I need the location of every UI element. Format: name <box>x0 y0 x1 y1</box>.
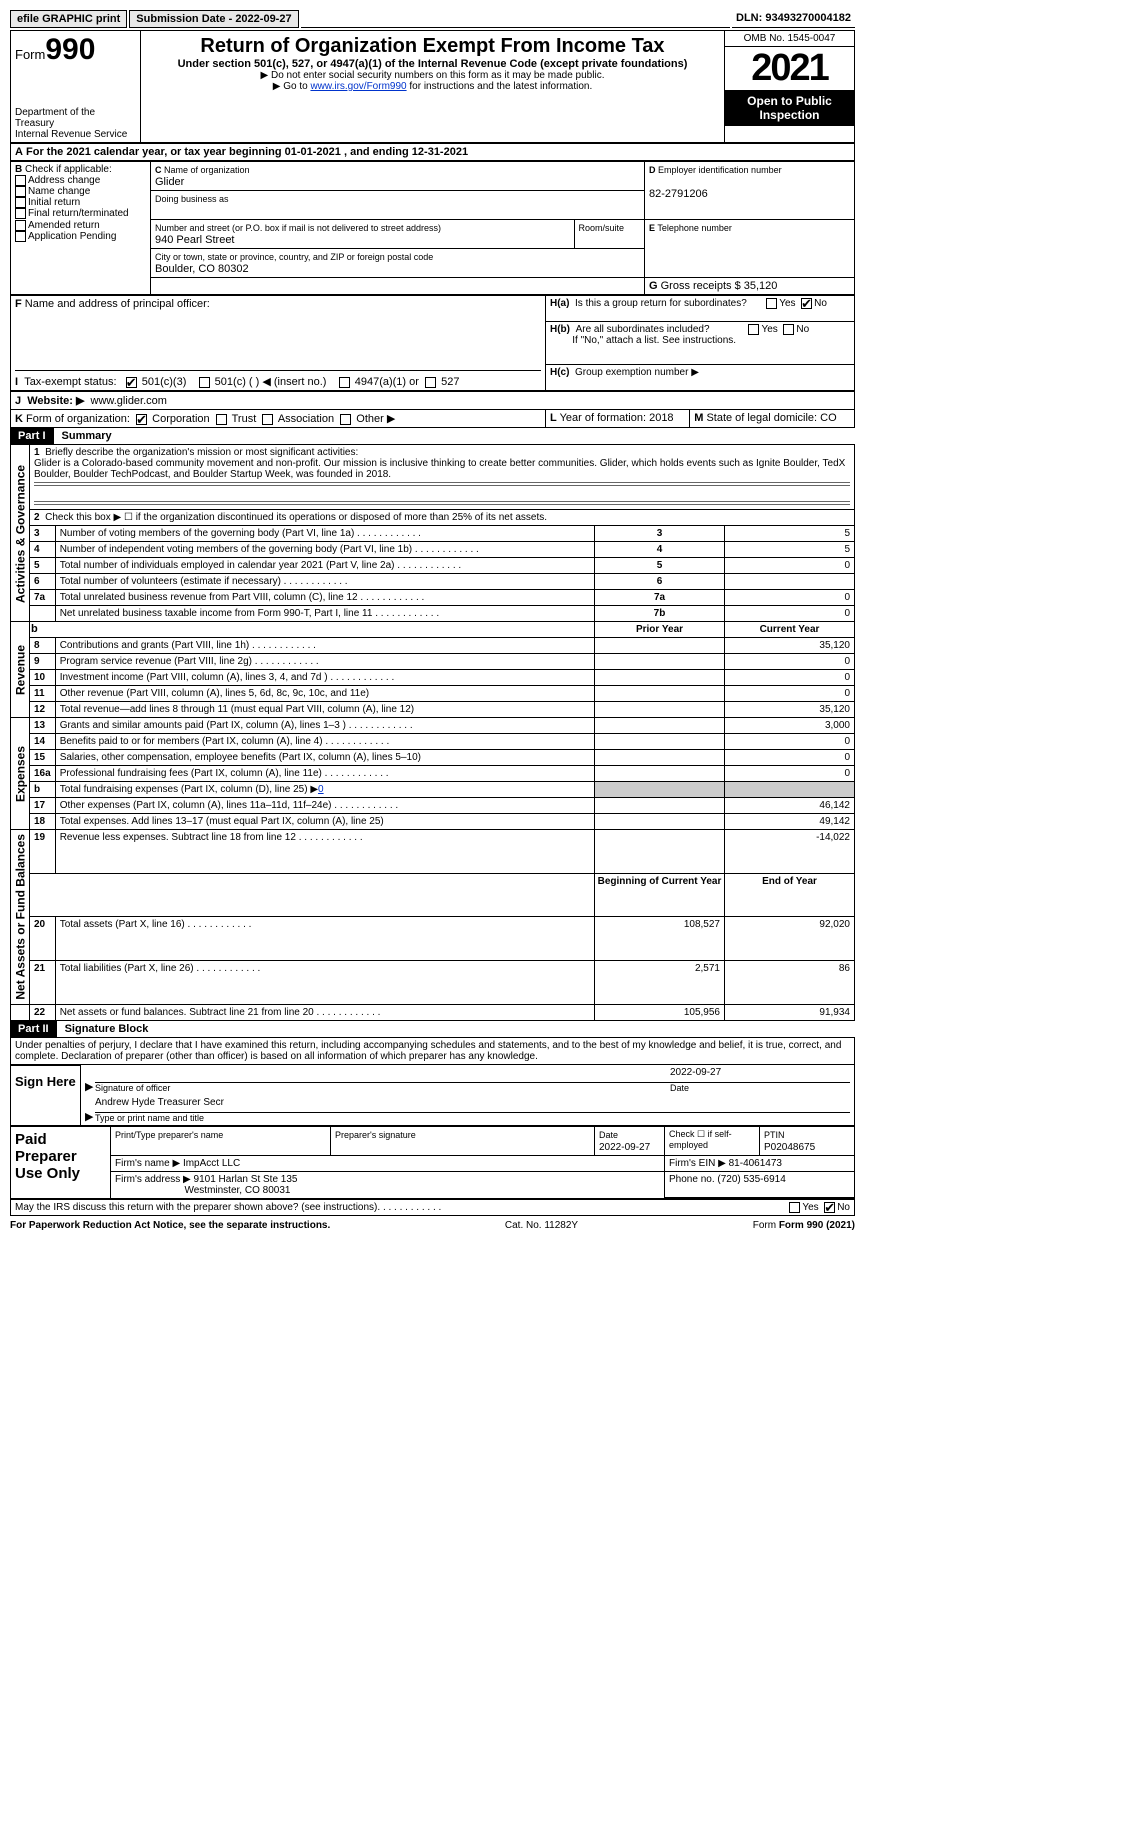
line-2: 2 Check this box ▶ ☐ if the organization… <box>30 510 855 526</box>
section-d: D Employer identification number 82-2791… <box>645 162 855 220</box>
fh-table: F Name and address of principal officer:… <box>10 295 855 391</box>
header-table: Form990 Department of the Treasury Inter… <box>10 30 855 143</box>
section-c-addr: Number and street (or P.O. box if mail i… <box>151 220 645 278</box>
section-hb: H(b) Are all subordinates included? Yes … <box>546 321 855 364</box>
amended-check[interactable] <box>15 220 26 231</box>
section-c-dba: Doing business as <box>151 191 645 220</box>
final-return-check[interactable] <box>15 208 26 219</box>
trust-check[interactable] <box>216 414 227 425</box>
jklm-table: J Website: ▶ www.glider.com K Form of or… <box>10 391 855 428</box>
omb-number: OMB No. 1545-0047 <box>725 31 854 47</box>
dept-label: Department of the Treasury Internal Reve… <box>15 107 136 140</box>
may-irs-discuss: May the IRS discuss this return with the… <box>10 1199 855 1216</box>
tax-year: 2021 <box>725 47 854 90</box>
section-ha: H(a) Is this a group return for subordin… <box>546 296 855 322</box>
paid-preparer-label: Paid Preparer Use Only <box>11 1127 111 1199</box>
public-inspection: Open to Public Inspection <box>725 90 854 126</box>
section-k: K Form of organization: Corporation Trus… <box>11 410 546 428</box>
prep-sig-label: Preparer's signature <box>335 1130 416 1140</box>
sig-name-label: Type or print name and title <box>95 1113 850 1123</box>
prep-name-label: Print/Type preparer's name <box>115 1130 223 1140</box>
section-c-name: C Name of organization Glider <box>151 162 645 191</box>
part2-header: Part IISignature Block <box>10 1021 855 1037</box>
form-note1: ▶ Do not enter social security numbers o… <box>149 70 716 81</box>
dln-label: DLN: 93493270004182 <box>732 10 855 28</box>
ha-no[interactable] <box>801 298 812 309</box>
sig-officer-label: Signature of officer <box>95 1083 670 1093</box>
col-begin: Beginning of Current Year <box>595 873 725 917</box>
501c-check[interactable] <box>199 377 210 388</box>
summary-table: Activities & Governance 1 Briefly descri… <box>10 444 855 1021</box>
col-current: Current Year <box>725 622 855 638</box>
sidebar-revenue: Revenue <box>11 622 30 718</box>
topbar-spacer <box>301 10 730 28</box>
irs-link[interactable]: www.irs.gov/Form990 <box>310 81 406 92</box>
form-footer: Form Form 990 (2021) <box>753 1220 855 1231</box>
assoc-check[interactable] <box>262 414 273 425</box>
line-1: 1 Briefly describe the organization's mi… <box>30 445 855 510</box>
other-check[interactable] <box>340 414 351 425</box>
section-m: M State of legal domicile: CO <box>690 410 855 428</box>
entity-info-table: B Check if applicable: Address change Na… <box>10 161 855 295</box>
section-hc: H(c) Group exemption number ▶ <box>546 365 855 391</box>
paperwork-notice: For Paperwork Reduction Act Notice, see … <box>10 1220 330 1231</box>
col-end: End of Year <box>725 873 855 917</box>
section-l: L Year of formation: 2018 <box>546 410 690 428</box>
addr-change-check[interactable] <box>15 175 26 186</box>
self-employed: Check ☐ if self-employed <box>665 1127 760 1156</box>
sidebar-governance: Activities & Governance <box>11 445 30 622</box>
form-note2: ▶ Go to www.irs.gov/Form990 for instruct… <box>149 81 716 92</box>
sidebar-netassets: Net Assets or Fund Balances <box>11 830 30 1005</box>
form-title: Return of Organization Exempt From Incom… <box>149 35 716 58</box>
sign-here-table: Sign Here ▶ Signature of officer 2022-09… <box>10 1065 855 1127</box>
ha-yes[interactable] <box>766 298 777 309</box>
prep-date-label: Date <box>599 1130 618 1140</box>
part1-header: Part ISummary <box>10 428 855 444</box>
cat-no: Cat. No. 11282Y <box>505 1220 578 1231</box>
sig-date: 2022-09-27 <box>670 1067 850 1083</box>
sig-name: Andrew Hyde Treasurer Secr <box>95 1097 850 1113</box>
app-pending-check[interactable] <box>15 231 26 242</box>
sign-here-label: Sign Here <box>11 1065 81 1126</box>
submission-date: Submission Date - 2022-09-27 <box>129 10 298 28</box>
page-footer: For Paperwork Reduction Act Notice, see … <box>10 1220 855 1231</box>
discuss-no[interactable] <box>824 1202 835 1213</box>
sidebar-expenses: Expenses <box>11 718 30 830</box>
top-toolbar: efile GRAPHIC print Submission Date - 20… <box>10 10 855 28</box>
discuss-yes[interactable] <box>789 1202 800 1213</box>
section-g: G Gross receipts $ 35,120 <box>645 278 855 295</box>
name-change-check[interactable] <box>15 186 26 197</box>
ptin-label: PTIN <box>764 1130 785 1140</box>
corp-check[interactable] <box>136 414 147 425</box>
arrow-icon: ▶ <box>85 1081 93 1093</box>
section-j: J Website: ▶ www.glider.com <box>11 392 855 410</box>
form-number: Form990 <box>15 33 136 67</box>
arrow-icon: ▶ <box>85 1111 93 1123</box>
firm-name: Firm's name ▶ ImpAcct LLC <box>111 1156 665 1172</box>
section-e: E Telephone number <box>645 220 855 278</box>
hb-no[interactable] <box>783 324 794 335</box>
527-check[interactable] <box>425 377 436 388</box>
4947-check[interactable] <box>339 377 350 388</box>
hb-yes[interactable] <box>748 324 759 335</box>
firm-addr: Firm's address ▶ 9101 Harlan St Ste 135 … <box>111 1172 665 1199</box>
sig-date-label: Date <box>670 1083 850 1093</box>
firm-ein: Firm's EIN ▶ 81-4061473 <box>665 1156 855 1172</box>
section-f: F Name and address of principal officer:… <box>11 296 546 391</box>
section-b: B Check if applicable: Address change Na… <box>11 162 151 295</box>
501c3-check[interactable] <box>126 377 137 388</box>
section-i: I Tax-exempt status: 501(c)(3) 501(c) ( … <box>15 370 541 388</box>
paid-preparer-table: Paid Preparer Use Only Print/Type prepar… <box>10 1126 855 1199</box>
efile-button[interactable]: efile GRAPHIC print <box>10 10 127 28</box>
section-a: A For the 2021 calendar year, or tax yea… <box>10 143 855 161</box>
initial-return-check[interactable] <box>15 197 26 208</box>
col-prior: Prior Year <box>595 622 725 638</box>
form-subtitle: Under section 501(c), 527, or 4947(a)(1)… <box>149 58 716 70</box>
firm-phone: Phone no. (720) 535-6914 <box>665 1172 855 1197</box>
declaration: Under penalties of perjury, I declare th… <box>10 1037 855 1065</box>
